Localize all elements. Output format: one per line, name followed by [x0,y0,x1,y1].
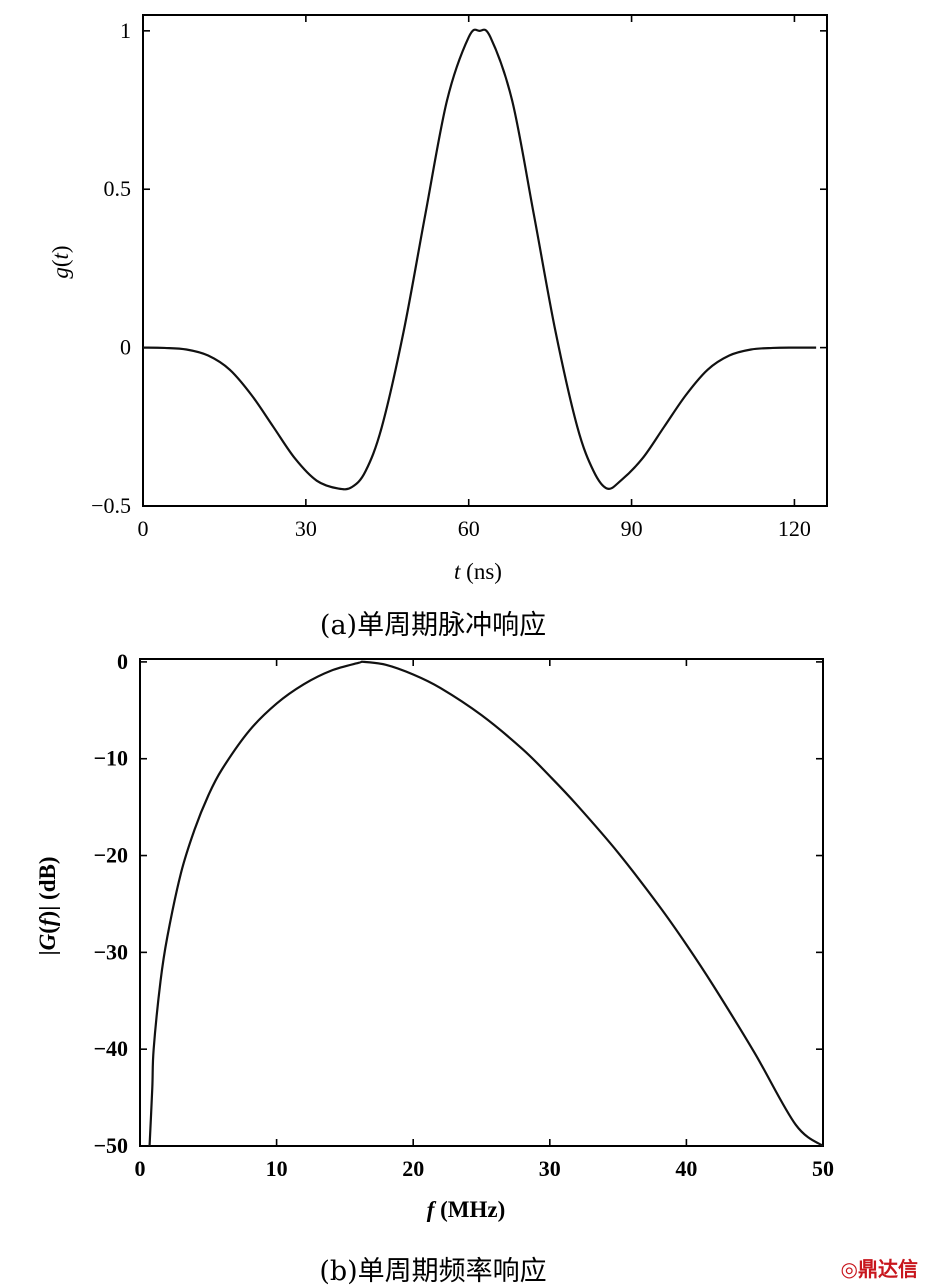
x-tick-label: 90 [621,516,643,541]
x-tick-label: 50 [812,1156,834,1181]
y-tick-label: −40 [93,1036,128,1061]
y-tick-label: 0.5 [104,176,132,201]
x-axis-label-a: t (ns) [454,559,502,584]
x-tick-label: 40 [675,1156,697,1181]
watermark-logo: ◎鼎达信 [841,1257,918,1281]
y-tick-label: 1 [120,18,131,43]
y-tick-label: 0 [120,335,131,360]
plot-frame-b [139,658,824,1147]
x-tick-label: 10 [266,1156,288,1181]
x-tick-label: 30 [539,1156,561,1181]
caption-b: (b)单周期频率响应 [319,1256,546,1287]
x-axis-label-b: f (MHz) [427,1197,506,1222]
axis-ticks-a: 0 30 60 90 120 −0.5 0 0.5 1 [91,15,827,541]
y-axis-label-a: g(t) [48,245,73,278]
impulse-response-line [142,28,817,491]
x-tick-label: 20 [402,1156,424,1181]
x-tick-label: 30 [295,516,317,541]
y-tick-label: −20 [93,843,128,868]
y-tick-label: −30 [93,939,128,964]
x-tick-label: 0 [138,516,149,541]
x-tick-label: 0 [135,1156,146,1181]
y-tick-label: −50 [93,1133,128,1158]
y-axis-label-b: |G(f)| (dB) [35,857,60,956]
plot-frame-a [142,14,828,507]
y-tick-label: −0.5 [91,493,131,518]
x-tick-label: 120 [778,516,811,541]
caption-a: (a)单周期脉冲响应 [320,610,546,641]
axis-ticks-b: 0 10 20 30 40 50 0 −10 −20 −30 −40 −50 [93,649,834,1181]
frequency-response-line [148,660,824,1147]
chart-panel-b: 0 10 20 30 40 50 0 −10 −20 −30 −40 −50 f (MHz) |G(f… [35,649,834,1287]
chart-panel-a: 0 30 60 90 120 −0.5 0 0.5 1 t (ns) g(t) (a)单周期脉冲… [48,14,828,641]
y-tick-label: −10 [93,746,128,771]
y-tick-label: 0 [117,649,128,674]
x-tick-label: 60 [458,516,480,541]
